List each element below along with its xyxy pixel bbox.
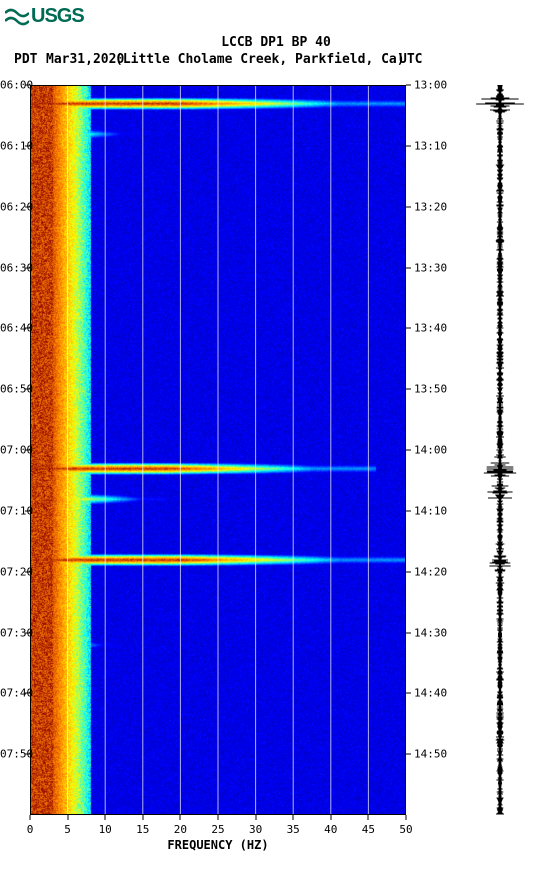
date-label: Mar31,2020	[46, 52, 124, 67]
y-right-tick: 13:10	[414, 139, 447, 152]
waveform-trace	[460, 85, 540, 815]
y-right-tick: 13:50	[414, 383, 447, 396]
y-right-tick: 13:40	[414, 322, 447, 335]
spectrogram-canvas	[30, 85, 406, 815]
x-tick: 35	[287, 823, 300, 836]
x-tick: 30	[249, 823, 262, 836]
chart-title: LCCB DP1 BP 40	[0, 35, 552, 50]
x-tick: 10	[99, 823, 112, 836]
x-tick: 0	[27, 823, 34, 836]
y-right-tick: 14:30	[414, 626, 447, 639]
y-right-tick: 14:10	[414, 504, 447, 517]
x-tick: 20	[174, 823, 187, 836]
x-axis-label: FREQUENCY (HZ)	[30, 838, 406, 852]
spectrogram-area	[30, 85, 406, 815]
wave-icon	[5, 7, 29, 27]
x-tick: 25	[211, 823, 224, 836]
logo-text: USGS	[31, 5, 84, 27]
x-tick: 5	[64, 823, 71, 836]
y-right-tick: 14:40	[414, 687, 447, 700]
x-tick: 40	[324, 823, 337, 836]
location-label: (Little Cholame Creek, Parkfield, Ca)	[115, 52, 405, 67]
y-right-tick: 13:30	[414, 261, 447, 274]
tz-right-label: UTC	[399, 52, 422, 67]
y-right-tick: 14:50	[414, 748, 447, 761]
tz-left-label: PDT	[14, 52, 37, 67]
y-right-tick: 14:00	[414, 444, 447, 457]
y-axis-left: 06:0006:1006:2006:3006:4006:5007:0007:10…	[0, 85, 30, 815]
y-right-tick: 13:00	[414, 79, 447, 92]
waveform-panel	[460, 85, 540, 815]
y-right-tick: 13:20	[414, 200, 447, 213]
x-tick: 50	[399, 823, 412, 836]
x-tick: 45	[362, 823, 375, 836]
usgs-logo: USGS	[5, 5, 84, 28]
y-right-tick: 14:20	[414, 565, 447, 578]
x-tick: 15	[136, 823, 149, 836]
y-axis-right: 13:0013:1013:2013:3013:4013:5014:0014:10…	[406, 85, 446, 815]
